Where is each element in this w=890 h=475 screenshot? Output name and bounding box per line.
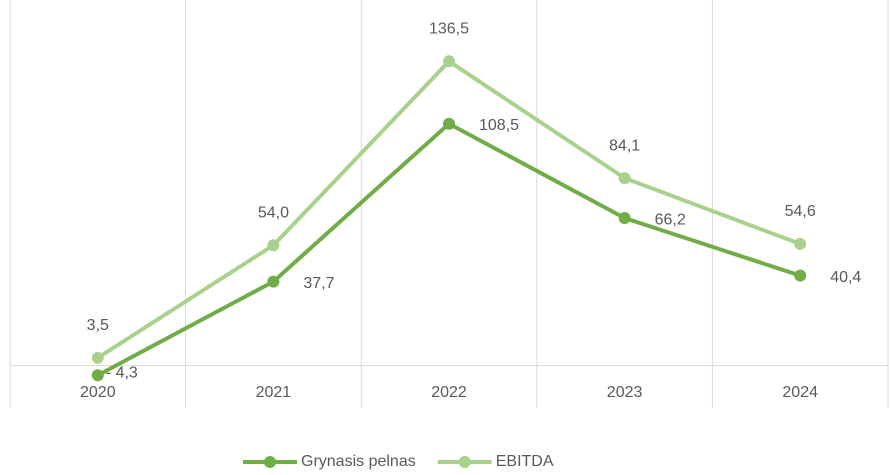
data-label: 66,2 bbox=[655, 211, 686, 228]
data-label: 40,4 bbox=[830, 269, 861, 286]
data-point bbox=[443, 55, 455, 68]
data-label: 37,7 bbox=[303, 275, 334, 292]
data-point bbox=[618, 172, 631, 185]
data-label: 108,5 bbox=[479, 117, 519, 134]
data-label: - 4,3 bbox=[106, 364, 138, 381]
data-label: 136,5 bbox=[429, 21, 469, 38]
data-point bbox=[267, 239, 280, 252]
x-tick-label: 2020 bbox=[80, 384, 116, 401]
x-tick-label: 2022 bbox=[431, 384, 467, 401]
series-line bbox=[96, 59, 801, 360]
data-point bbox=[443, 117, 455, 130]
legend-marker bbox=[458, 456, 471, 468]
data-label: 84,1 bbox=[609, 137, 640, 154]
x-tick-label: 2024 bbox=[782, 384, 818, 401]
data-point bbox=[618, 212, 631, 225]
series-line bbox=[96, 121, 801, 377]
data-label: 3,5 bbox=[87, 317, 109, 334]
legend-label: Grynasis pelnas bbox=[301, 453, 416, 470]
data-point bbox=[91, 351, 104, 364]
x-tick-label: 2021 bbox=[256, 384, 292, 401]
data-point bbox=[91, 369, 104, 382]
data-point bbox=[794, 269, 807, 282]
data-label: 54,6 bbox=[785, 203, 816, 220]
data-point bbox=[267, 275, 280, 288]
data-point bbox=[794, 237, 807, 250]
legend-marker bbox=[264, 456, 276, 468]
x-tick-label: 2023 bbox=[607, 384, 643, 401]
legend-label: EBITDA bbox=[496, 453, 554, 470]
data-label: 54,0 bbox=[258, 204, 289, 221]
